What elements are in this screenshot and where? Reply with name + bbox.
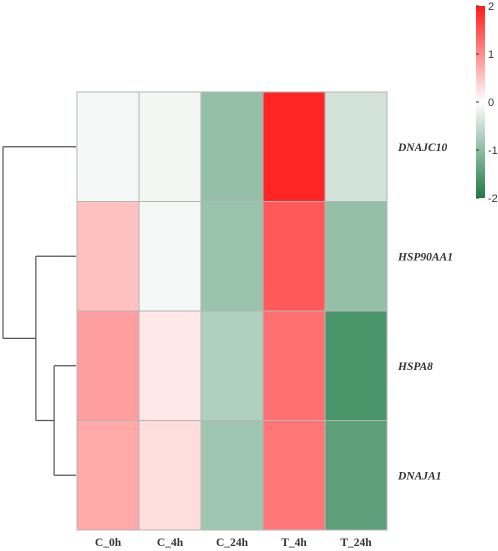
row-label: HSP90AA1 <box>397 251 453 263</box>
heatmap-cell <box>200 310 264 421</box>
heatmap-cell <box>324 310 388 421</box>
column-label: T_24h <box>340 537 372 549</box>
column-label: C_24h <box>216 537 249 549</box>
column-label: C_4h <box>157 537 184 549</box>
legend-tick-label: 2 <box>488 1 494 13</box>
row-label: HSPA8 <box>397 361 433 373</box>
row-dendrogram <box>2 146 76 476</box>
heatmap-cell <box>262 201 326 312</box>
row-label: DNAJA1 <box>397 470 441 482</box>
heatmap-cell <box>324 201 388 312</box>
legend-tick-label: 1 <box>488 49 494 61</box>
legend-tick-label: -1 <box>488 145 498 157</box>
heatmap-cell <box>200 201 264 312</box>
heatmap-cell <box>324 420 388 531</box>
heatmap-cell <box>262 420 326 531</box>
heatmap-cells <box>76 91 388 531</box>
heatmap-cell <box>324 91 388 202</box>
heatmap-cell <box>138 201 202 312</box>
heatmap-cell <box>200 91 264 202</box>
row-label: DNAJC10 <box>397 142 447 154</box>
column-labels: C_0h C_4h C_24h T_4h T_24h <box>95 537 372 549</box>
heatmap-cell <box>200 420 264 531</box>
row-labels: DNAJC10 HSP90AA1 HSPA8 DNAJA1 <box>397 142 453 483</box>
column-label: T_4h <box>281 537 307 549</box>
heatmap-cell <box>262 91 326 202</box>
legend-tick-label: 0 <box>488 97 494 109</box>
heatmap-cell <box>262 310 326 421</box>
heatmap-cell <box>76 201 140 312</box>
legend-ticks: 2 1 0 -1 -2 <box>476 1 498 205</box>
heatmap-cell <box>138 310 202 421</box>
heatmap-cell <box>138 420 202 531</box>
heatmap-cell <box>76 420 140 531</box>
color-legend: 2 1 0 -1 -2 <box>476 1 498 205</box>
heatmap-cell <box>138 91 202 202</box>
heatmap-cell <box>76 91 140 202</box>
legend-tick-label: -2 <box>488 193 498 205</box>
column-label: C_0h <box>95 537 122 549</box>
legend-color-bar <box>476 6 485 198</box>
heatmap-cell <box>76 310 140 421</box>
